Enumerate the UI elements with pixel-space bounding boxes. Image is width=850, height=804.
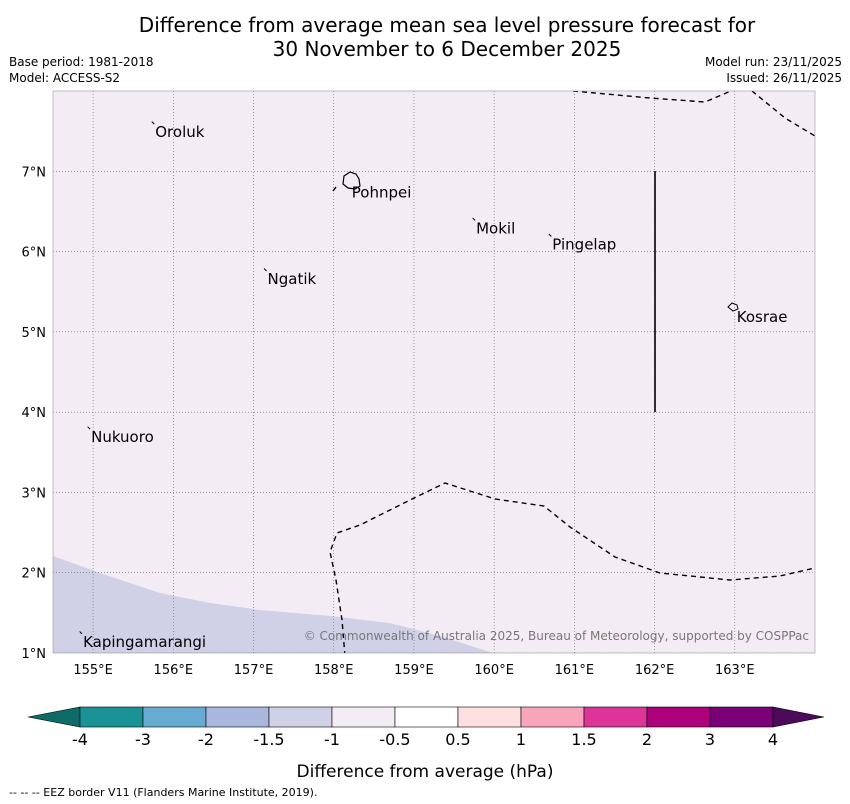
kosrae-island (727, 302, 739, 312)
lat-tick-label: 1°N (22, 647, 47, 662)
colorbar-segment (709, 706, 774, 728)
lat-tick-label: 7°N (22, 165, 47, 180)
place-marker (548, 233, 552, 237)
lat-tick-label: 2°N (22, 567, 47, 582)
lon-tick-label: 162°E (635, 663, 675, 678)
model-run: Model run: 23/11/2025 (704, 55, 842, 69)
place-labels: Oroluk Pohnpei Mokil Pingelap Ngatik Kosrae Nu… (83, 123, 787, 651)
lon-tick-label: 160°E (474, 663, 514, 678)
lon-tick-label: 159°E (394, 663, 434, 678)
place-label: Kosrae (737, 308, 788, 326)
lon-tick-label: 155°E (73, 663, 113, 678)
colorbar: -4 -3 -2 -1.5 -1 -0.5 0.5 1 1.5 2 3 4 (27, 706, 825, 749)
lon-tick-label: 156°E (154, 663, 194, 678)
colorbar-over-arrow (772, 706, 825, 728)
place-label: Pohnpei (352, 183, 412, 201)
place-marker (263, 268, 267, 272)
place-markers (79, 121, 552, 635)
run-info: Model run: 23/11/2025 Issued: 26/11/2025 (705, 54, 842, 86)
place-label: Oroluk (155, 123, 204, 141)
place-label: Pingelap (552, 236, 616, 254)
colorbar-tick-label: 4 (768, 730, 778, 749)
map-title: Difference from average mean sea level p… (0, 13, 850, 61)
colorbar-tick-label: -1.5 (253, 730, 284, 749)
graticule (53, 91, 815, 653)
lon-tick-label: 161°E (555, 663, 595, 678)
map-background (53, 91, 815, 653)
model-name: Model: ACCESS-S2 (9, 71, 121, 85)
colorbar-tick-label: -0.5 (379, 730, 410, 749)
colorbar-tick-label: 3 (705, 730, 715, 749)
colorbar-segment (205, 706, 270, 728)
eez-border-northeast (751, 91, 815, 137)
colorbar-tick-label: -2 (198, 730, 214, 749)
lon-tick-label: 157°E (234, 663, 274, 678)
place-label: Nukuoro (91, 428, 154, 446)
colorbar-segment (79, 706, 144, 728)
colorbar-tick-label: -1 (324, 730, 340, 749)
eez-border-pohnpei-fragment (332, 186, 337, 192)
colorbar-tick-label: 0.5 (445, 730, 470, 749)
place-marker (79, 631, 83, 635)
colorbar-tick-label: 1.5 (571, 730, 596, 749)
longitude-labels: 155°E 156°E 157°E 158°E 159°E 160°E 161°E 162°E… (73, 663, 754, 678)
copyright-notice: © Commonwealth of Australia 2025, Bureau… (304, 629, 809, 643)
colorbar-label: Difference from average (hPa) (296, 762, 554, 782)
issued-date: Issued: 26/11/2025 (726, 71, 842, 85)
lat-tick-label: 5°N (22, 326, 47, 341)
lat-tick-label: 6°N (22, 246, 47, 261)
colorbar-under-arrow (27, 706, 81, 728)
place-label: Kapingamarangi (83, 633, 206, 651)
eez-border-south (329, 482, 815, 653)
lat-tick-label: 4°N (22, 406, 47, 421)
colorbar-segment (394, 706, 459, 728)
base-period: Base period: 1981-2018 (9, 55, 154, 69)
colorbar-tick-label: -4 (72, 730, 88, 749)
place-marker (87, 426, 91, 430)
colorbar-tick-label: 1 (516, 730, 526, 749)
map-frame (52, 90, 816, 654)
colorbar-segment (457, 706, 522, 728)
place-label: Mokil (476, 219, 515, 237)
eez-border-north (572, 91, 733, 103)
colorbar-tick-label: 2 (642, 730, 652, 749)
title-line-2: 30 November to 6 December 2025 (272, 37, 622, 61)
lon-tick-label: 158°E (314, 663, 354, 678)
colorbar-segment (646, 706, 711, 728)
pohnpei-island (342, 171, 361, 190)
lon-tick-label: 163°E (715, 663, 755, 678)
colorbar-segment (268, 706, 333, 728)
colorbar-segment (142, 706, 207, 728)
place-marker (151, 121, 155, 125)
model-info: Base period: 1981-2018 Model: ACCESS-S2 (9, 54, 154, 86)
eez-borders (329, 91, 815, 653)
place-marker (472, 217, 476, 221)
title-line-1: Difference from average mean sea level p… (138, 13, 756, 37)
colorbar-tick-label: -3 (135, 730, 151, 749)
eez-legend: -- -- -- EEZ border V11 (Flanders Marine… (9, 786, 318, 799)
anomaly-region-negative (53, 556, 493, 653)
place-label: Ngatik (268, 270, 317, 288)
colorbar-segment (331, 706, 396, 728)
lat-tick-label: 3°N (22, 486, 47, 501)
colorbar-segment (583, 706, 648, 728)
colorbar-segment (520, 706, 585, 728)
latitude-labels: 1°N 2°N 3°N 4°N 5°N 6°N 7°N (22, 165, 47, 662)
